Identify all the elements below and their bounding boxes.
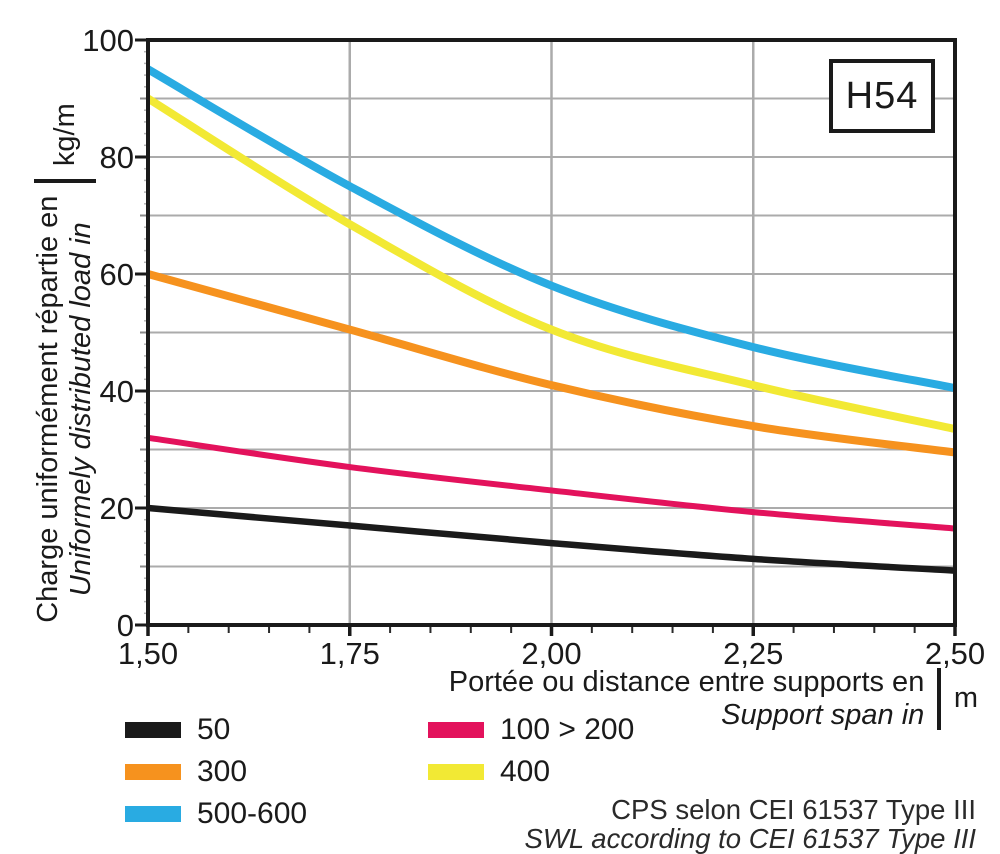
standard-note-en: SWL according to CEI 61537 Type III bbox=[524, 823, 976, 854]
legend-swatch bbox=[125, 806, 181, 822]
curve-100-200 bbox=[147, 434, 956, 532]
figure-reference-badge: H54 bbox=[829, 59, 935, 133]
y-axis-title-en: Uniformely distributed load in bbox=[65, 222, 97, 597]
legend-item-50: 50 bbox=[125, 713, 231, 746]
curve-300 bbox=[146, 270, 956, 457]
legend-label: 500-600 bbox=[197, 797, 308, 830]
y-axis-unit: kg/m bbox=[48, 103, 81, 167]
standard-note-fr: CPS selon CEI 61537 Type III bbox=[611, 794, 976, 825]
y-axis-title-fr: Charge uniformément répartie en bbox=[32, 195, 65, 623]
curve-400 bbox=[145, 95, 956, 433]
plot-frame bbox=[146, 38, 957, 627]
x-tick-label-2,00: 2,00 bbox=[521, 636, 581, 671]
y-axis-title: Charge uniformément répartie en Uniforme… bbox=[10, 83, 120, 643]
curve-50 bbox=[147, 504, 956, 574]
legend-item-400: 400 bbox=[428, 755, 551, 788]
y-unit-separator-bar bbox=[34, 179, 96, 183]
x-axis-unit: m bbox=[953, 682, 978, 715]
x-unit-separator-bar bbox=[937, 667, 941, 730]
legend-swatch bbox=[125, 764, 181, 780]
legend-item-500-600: 500-600 bbox=[125, 797, 308, 830]
curve-500-600 bbox=[145, 65, 956, 392]
y-tick-label-60: 60 bbox=[100, 257, 134, 292]
legend-label: 300 bbox=[197, 755, 248, 788]
legend-label: 100 > 200 bbox=[500, 713, 635, 746]
legend-swatch bbox=[428, 764, 484, 780]
y-tick-label-80: 80 bbox=[100, 140, 134, 175]
x-tick-label-2,25: 2,25 bbox=[723, 636, 783, 671]
y-tick-label-40: 40 bbox=[100, 374, 134, 409]
x-axis-title-fr: Portée ou distance entre supports en bbox=[448, 666, 925, 698]
x-axis-title: Portée ou distance entre supports en Sup… bbox=[449, 666, 978, 732]
y-tick-label-0: 0 bbox=[117, 608, 134, 643]
legend-swatch bbox=[428, 722, 484, 738]
x-tick-label-1,50: 1,50 bbox=[118, 636, 178, 671]
legend-swatch bbox=[125, 722, 181, 738]
legend-item-100-200: 100 > 200 bbox=[428, 713, 635, 746]
x-axis-title-lines: Portée ou distance entre supports en Sup… bbox=[449, 666, 925, 732]
standard-note: CPS selon CEI 61537 Type III SWL accordi… bbox=[525, 795, 976, 853]
y-axis-title-lines: Charge uniformément répartie en Uniforme… bbox=[32, 196, 98, 623]
y-tick-label-100: 100 bbox=[82, 23, 134, 58]
y-tick-label-20: 20 bbox=[100, 491, 134, 526]
legend-label: 50 bbox=[197, 713, 231, 746]
x-axis-title-en: Support span in bbox=[721, 698, 925, 731]
x-tick-label-2,50: 2,50 bbox=[925, 636, 985, 671]
legend-item-300: 300 bbox=[125, 755, 248, 788]
legend-label: 400 bbox=[500, 755, 551, 788]
x-tick-label-1,75: 1,75 bbox=[320, 636, 380, 671]
